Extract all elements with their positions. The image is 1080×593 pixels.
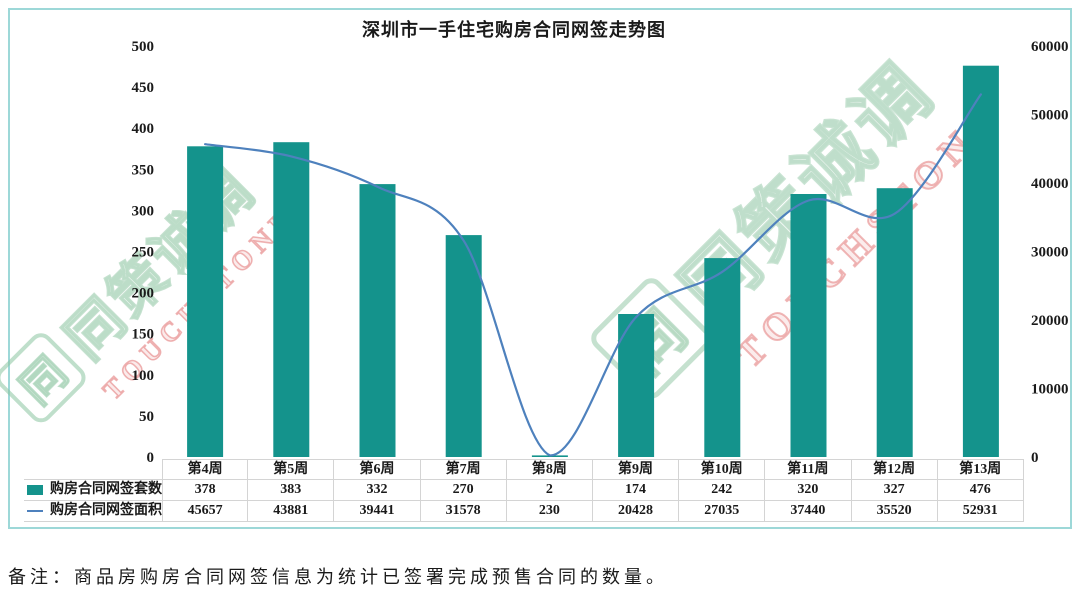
table-header-cell: 第9周 (592, 459, 680, 480)
left-axis-tick: 50 (139, 409, 154, 425)
left-axis-tick: 150 (132, 327, 155, 343)
bar (618, 314, 655, 457)
left-axis-tick: 100 (132, 368, 155, 384)
table-header-cell: 第7周 (420, 459, 507, 480)
table-value-cell: 27035 (679, 501, 766, 522)
right-axis-tick: 20000 (1031, 313, 1069, 329)
data-table: 第4周 第5周 第6周 第7周 第8周 第9周 第10周 第11周 第12周 第13周购房合同网签… (24, 459, 1024, 522)
table-header-cell: 第10周 (679, 459, 766, 480)
table-corner-cell (24, 459, 162, 480)
table-value-cell: 35520 (851, 501, 938, 522)
table-header-cell: 第6周 (334, 459, 421, 480)
table-value-cell: 45657 (162, 501, 249, 522)
legend-cell: 购房合同网签面积 (24, 501, 162, 522)
table-value-cell: 476 (937, 480, 1024, 501)
left-axis-tick: 500 (132, 39, 155, 55)
bar (359, 184, 396, 457)
right-axis-tick: 40000 (1031, 176, 1069, 192)
table-value-cell: 20428 (592, 501, 680, 522)
line-series (204, 93, 982, 457)
table-value-cell: 43881 (248, 501, 335, 522)
table-value-cell: 230 (506, 501, 593, 522)
right-axis-tick: 50000 (1031, 108, 1069, 124)
table-header-cell: 第5周 (248, 459, 335, 480)
bar (704, 258, 741, 457)
table-value-cell: 320 (765, 480, 852, 501)
table-value-cell: 31578 (420, 501, 507, 522)
table-header-cell: 第13周 (937, 459, 1024, 480)
table-value-cell: 383 (248, 480, 335, 501)
chart-title: 深圳市一手住宅购房合同网签走势图 (362, 20, 666, 40)
table-value-cell: 327 (851, 480, 938, 501)
chart-frame (8, 8, 1072, 529)
bar (790, 194, 827, 457)
table-value-cell: 332 (334, 480, 421, 501)
table-value-cell: 52931 (937, 501, 1024, 522)
left-axis-tick: 0 (147, 450, 155, 466)
line-legend-swatch-icon (27, 510, 43, 512)
bar (187, 146, 224, 458)
footnote: 备注：商品房购房合同网签信息为统计已签署完成预售合同的数量。 (8, 567, 668, 587)
bar (273, 142, 310, 457)
left-axis-tick: 250 (132, 245, 155, 261)
left-axis-tick: 350 (132, 162, 155, 178)
right-axis-tick: 60000 (1031, 39, 1069, 55)
bar (445, 235, 482, 457)
table-value-cell: 2 (506, 480, 593, 501)
legend-label: 购房合同网签面积 (50, 503, 162, 518)
left-axis-tick: 300 (132, 203, 155, 219)
right-axis-tick: 0 (1031, 450, 1039, 466)
right-axis-tick: 30000 (1031, 245, 1069, 261)
left-axis-tick: 200 (132, 286, 155, 302)
table-header-cell: 第12周 (851, 459, 938, 480)
table-header-cell: 第8周 (506, 459, 593, 480)
bar-legend-swatch-icon (27, 485, 43, 495)
left-axis-tick: 450 (132, 80, 155, 96)
bar (876, 188, 913, 457)
left-axis-tick: 400 (132, 121, 155, 137)
legend-label: 购房合同网签套数 (50, 482, 162, 497)
right-axis-tick: 10000 (1031, 382, 1069, 398)
table-header-cell: 第11周 (765, 459, 852, 480)
table-value-cell: 174 (592, 480, 680, 501)
table-value-cell: 378 (162, 480, 249, 501)
legend-cell: 购房合同网签套数 (24, 480, 162, 501)
table-value-cell: 39441 (334, 501, 421, 522)
table-value-cell: 37440 (765, 501, 852, 522)
table-value-cell: 242 (679, 480, 766, 501)
bar (962, 65, 999, 457)
table-header-cell: 第4周 (162, 459, 249, 480)
table-value-cell: 270 (420, 480, 507, 501)
